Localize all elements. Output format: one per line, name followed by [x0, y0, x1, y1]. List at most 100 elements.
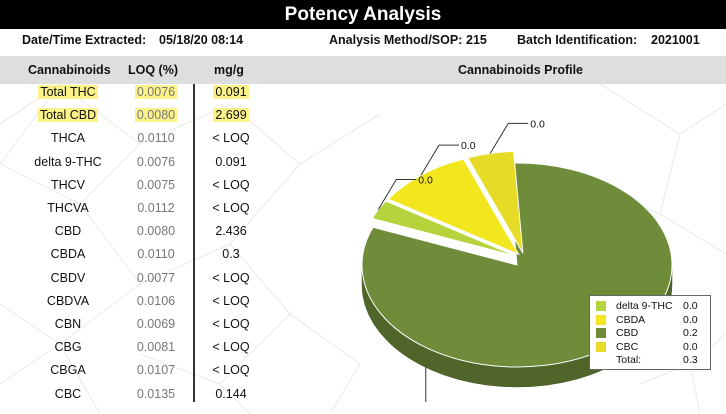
table-row: CBDA 0.0110 0.3 — [0, 243, 280, 266]
cannabinoid-name: Total THC — [10, 85, 126, 99]
loq-value: 0.0081 — [136, 340, 176, 355]
loq-value: 0.0080 — [126, 108, 186, 123]
highlighted-text: 0.091 — [213, 85, 249, 99]
loq-value: 0.0107 — [136, 363, 176, 378]
mg-value: < LOQ — [212, 363, 250, 378]
legend-label: CBC — [616, 340, 639, 353]
table-row: CBG 0.0081 < LOQ — [0, 336, 280, 359]
table-row: Total THC 0.0076 0.091 — [0, 81, 280, 104]
legend-swatch — [596, 328, 606, 338]
legend-swatch — [596, 301, 606, 311]
mg-value: < LOQ — [212, 293, 250, 308]
cannabinoid-name: THCA — [50, 131, 86, 146]
page-title: Potency Analysis — [0, 0, 726, 29]
loq-value: 0.0069 — [136, 317, 176, 331]
chart-legend: delta 9-THC 0.0 CBDA 0.0 CBD 0.2 CBC 0.0 Total: 0… — [589, 295, 711, 370]
legend-total-value: 0.3 — [683, 354, 698, 366]
legend-value: 0.0 — [683, 313, 698, 326]
leader-line — [489, 122, 529, 154]
mg-value: < LOQ — [212, 201, 250, 215]
highlighted-text: 2.699 — [213, 108, 249, 123]
legend-item: CBC 0.0 — [596, 341, 708, 354]
leader-line — [377, 179, 417, 210]
legend-value: 0.2 — [683, 327, 698, 339]
mg-value: < LOQ — [212, 270, 250, 285]
batch-label: Batch Identification: — [517, 33, 638, 47]
loq-value: 0.0135 — [136, 386, 176, 401]
highlighted-text: Total CBD — [37, 108, 99, 123]
legend-swatch — [596, 314, 606, 325]
batch-value: 2021001 — [651, 33, 700, 47]
loq-value: 0.0075 — [136, 177, 176, 192]
mg-value: < LOQ — [212, 131, 250, 146]
loq-value: 0.0112 — [137, 201, 175, 215]
chart-title: Cannabinoids Profile — [458, 63, 584, 77]
table-row: THCV 0.0075 < LOQ — [0, 174, 280, 197]
table-row: CBD 0.0080 2.436 — [0, 220, 280, 243]
slice-cbc — [466, 150, 524, 254]
legend-swatch — [596, 341, 606, 352]
legend-item: CBDA 0.0 — [596, 314, 708, 327]
background-pattern — [0, 84, 726, 414]
cannabinoid-name: CBD — [54, 224, 82, 239]
mg-value: 2.436 — [215, 224, 247, 239]
cannabinoid-name: CBDV — [50, 270, 86, 285]
slice-data-label: 0.0 — [418, 175, 433, 187]
table-row: CBDV 0.0077 < LOQ — [0, 267, 280, 290]
header-band — [0, 56, 726, 84]
col-header-mg: mg/g — [214, 63, 244, 77]
legend-item: CBD 0.2 — [596, 327, 708, 340]
loq-value: 0.0076 — [136, 154, 176, 169]
table-row: THCVA 0.0112 < LOQ — [0, 197, 280, 220]
table-row: Total CBD 0.0080 2.699 — [0, 104, 280, 127]
slice-data-label: 0.0 — [461, 140, 476, 152]
highlighted-text: Total THC — [38, 85, 98, 99]
cannabinoid-name: CBG — [54, 340, 82, 355]
mg-value: 0.144 — [215, 386, 247, 401]
slice-data-label: 0.0 — [530, 118, 545, 130]
highlighted-text: 0.0080 — [134, 108, 178, 123]
col-header-loq: LOQ (%) — [128, 63, 178, 77]
col-header-cannabinoids: Cannabinoids — [28, 63, 111, 77]
loq-value: 0.0076 — [126, 85, 186, 99]
column-divider — [193, 84, 195, 402]
mg-value: 2.699 — [200, 108, 262, 123]
legend-value: 0.0 — [683, 300, 698, 312]
loq-value: 0.0077 — [136, 270, 176, 285]
highlighted-text: 0.0076 — [134, 85, 178, 99]
legend-label: delta 9-THC — [616, 300, 673, 312]
cannabinoid-name: THCVA — [47, 201, 89, 215]
cannabinoid-name: THCV — [50, 177, 86, 192]
table-row: CBN 0.0069 < LOQ — [0, 313, 280, 336]
method-value: 215 — [466, 33, 487, 47]
cannabinoid-name: CBDVA — [46, 293, 90, 308]
table-row: THCA 0.0110 < LOQ — [0, 127, 280, 150]
leader-line — [420, 144, 460, 176]
legend-label: CBD — [616, 327, 639, 339]
legend-total: Total: 0.3 — [596, 354, 708, 367]
cannabinoid-name: CBDA — [50, 247, 86, 262]
mg-value: < LOQ — [212, 340, 250, 355]
legend-value: 0.0 — [683, 340, 698, 353]
mg-value: < LOQ — [212, 177, 250, 192]
mg-value: < LOQ — [212, 317, 250, 331]
cannabinoid-name: CBGA — [50, 363, 86, 378]
date-value: 05/18/20 08:14 — [159, 33, 244, 47]
mg-value: 0.091 — [200, 85, 262, 99]
loq-value: 0.0080 — [136, 224, 176, 239]
table-row: CBGA 0.0107 < LOQ — [0, 359, 280, 382]
mg-value: 0.091 — [215, 154, 247, 169]
legend-item: delta 9-THC 0.0 — [596, 300, 708, 313]
cannabinoid-name: Total CBD — [10, 108, 126, 123]
method-label: Analysis Method/SOP: — [329, 33, 463, 47]
cannabinoid-name: delta 9-THC — [34, 154, 102, 169]
table-row: CBC 0.0135 0.144 — [0, 383, 280, 406]
legend-label: CBDA — [616, 313, 646, 326]
slice-cbda — [387, 158, 520, 256]
table-row: CBDVA 0.0106 < LOQ — [0, 290, 280, 313]
cannabinoid-name: CBN — [54, 317, 82, 331]
meta-row: Date/Time Extracted: 05/18/20 08:14 Anal… — [0, 31, 726, 51]
cannabinoid-name: CBC — [54, 386, 82, 401]
mg-value: 0.3 — [222, 247, 240, 262]
loq-value: 0.0110 — [137, 247, 175, 262]
